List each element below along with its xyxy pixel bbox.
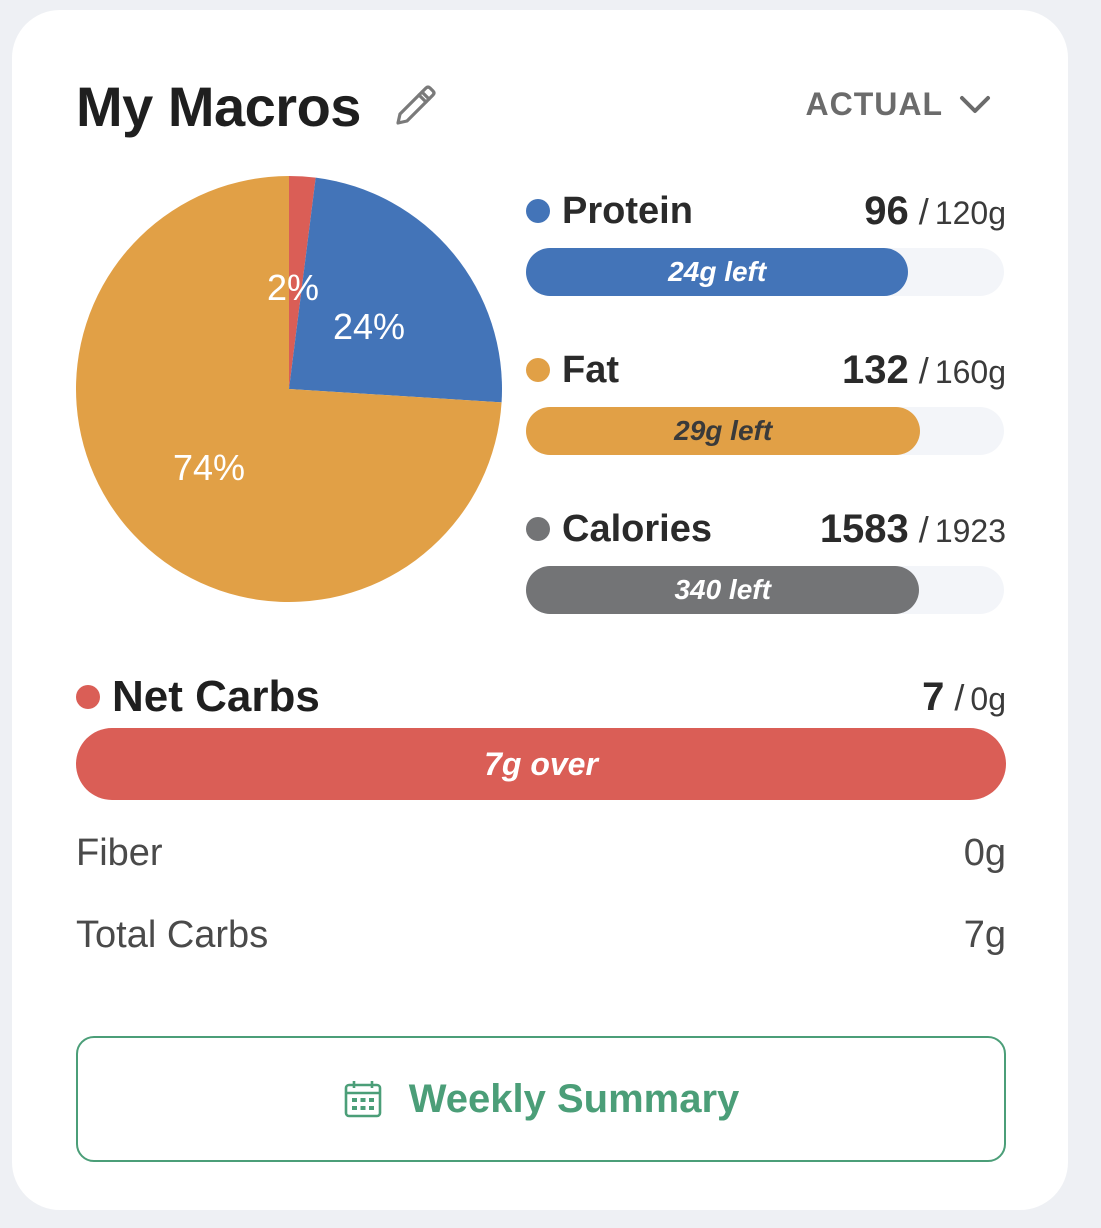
page-title: My Macros <box>76 75 361 138</box>
fat-label: Fat <box>562 348 619 391</box>
fiber-row: Fiber 0g <box>76 832 1006 875</box>
weekly-summary-button[interactable]: Weekly Summary <box>76 1036 1006 1162</box>
calories-amounts: 1583/1923 <box>819 506 1006 551</box>
calories-label: Calories <box>562 507 712 550</box>
protein-progress-fill <box>526 248 909 296</box>
net-carbs-dot <box>76 685 100 709</box>
protein-progress-bar: 24g left <box>526 248 1004 296</box>
view-mode-label: ACTUAL <box>805 86 943 122</box>
calendar-icon <box>344 1081 382 1118</box>
protein-dot <box>526 199 550 223</box>
net-carbs-label: Net Carbs <box>112 672 320 721</box>
calories-remaining: 340 left <box>674 574 771 605</box>
chevron-down-icon <box>960 95 990 113</box>
fat-progress-bar: 29g left <box>526 407 1004 455</box>
fat-amounts: 132/160g <box>842 347 1006 392</box>
calories-progress-bar: 340 left <box>526 566 1004 614</box>
pie-label-fat: 74% <box>173 447 245 488</box>
total-carbs-row: Total Carbs 7g <box>76 914 1006 957</box>
calories-macro: Calories 1583/1923 340 left <box>526 504 1006 614</box>
net-carbs-amounts: 7/0g <box>922 674 1006 719</box>
pie-label-protein: 24% <box>333 306 405 347</box>
fiber-value: 0g <box>963 832 1006 874</box>
total-carbs-label: Total Carbs <box>76 914 269 956</box>
fat-remaining: 29g left <box>674 415 773 446</box>
fat-macro: Fat 132/160g 29g left <box>526 345 1006 455</box>
fiber-label: Fiber <box>76 832 163 874</box>
total-carbs-value: 7g <box>963 914 1006 956</box>
calories-progress-fill <box>526 566 920 614</box>
pencil-icon[interactable] <box>390 80 440 130</box>
calories-dot <box>526 517 550 541</box>
protein-amounts: 96/120g <box>864 188 1006 233</box>
pie-slice-fat <box>76 176 502 602</box>
pie-slice-protein <box>289 177 502 403</box>
pie-slice-net-carbs <box>289 176 316 389</box>
protein-macro: Protein 96/120g 24g left <box>526 186 1006 296</box>
net-carbs-section: Net Carbs 7/0g 7g over <box>76 672 1006 800</box>
protein-label: Protein <box>562 189 693 232</box>
macro-pie-chart: 2% 24% 74% <box>76 176 502 602</box>
fat-progress-fill <box>526 407 921 455</box>
protein-remaining: 24g left <box>668 256 767 287</box>
weekly-summary-label: Weekly Summary <box>408 1076 740 1121</box>
pie-label-net-carbs: 2% <box>267 267 319 308</box>
net-carbs-progress-bar: 7g over <box>76 728 1006 800</box>
view-mode-dropdown[interactable]: ACTUAL <box>805 86 991 123</box>
fat-dot <box>526 358 550 382</box>
